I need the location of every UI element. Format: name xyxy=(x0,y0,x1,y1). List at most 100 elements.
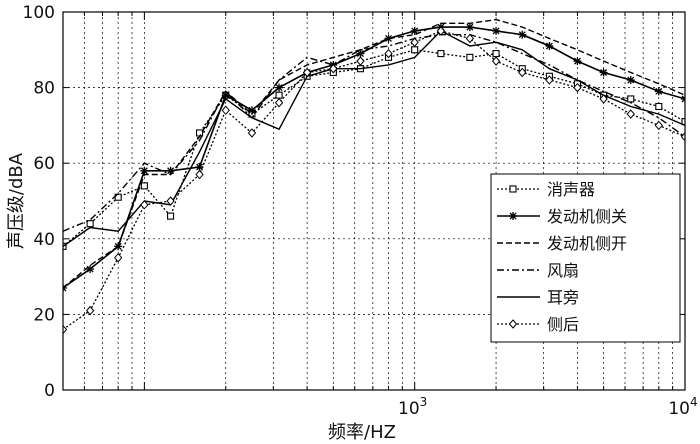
star-stroke xyxy=(655,87,663,95)
data-point xyxy=(411,46,419,54)
data-point xyxy=(356,56,365,66)
data-point xyxy=(465,23,474,32)
star-stroke xyxy=(466,23,474,31)
data-point xyxy=(63,324,68,335)
y-tick-label: 20 xyxy=(33,305,55,325)
data-point xyxy=(436,26,446,36)
legend-label: 发动机侧关 xyxy=(547,207,627,226)
series-layer xyxy=(63,18,685,335)
data-point xyxy=(114,242,123,251)
data-point xyxy=(275,83,284,92)
star-stroke xyxy=(86,265,94,273)
x-tick-label: 103 xyxy=(398,395,427,419)
data-point xyxy=(491,56,501,66)
series-6 xyxy=(63,26,685,335)
data-point xyxy=(681,94,685,103)
legend-label: 发动机侧开 xyxy=(547,234,627,253)
legend-item: 消声器 xyxy=(497,180,595,199)
star-stroke xyxy=(573,57,581,65)
legend-label: 侧后 xyxy=(547,315,579,334)
star-stroke xyxy=(627,76,635,84)
star-stroke xyxy=(492,27,500,35)
data-point xyxy=(573,82,582,93)
data-point xyxy=(545,42,554,51)
data-point xyxy=(140,182,148,190)
legend-marker xyxy=(509,185,517,193)
data-point xyxy=(680,131,685,142)
legend-box xyxy=(490,173,681,343)
x-tick-label: 104 xyxy=(668,395,697,419)
series-line xyxy=(63,18,685,289)
legend-label: 耳旁 xyxy=(547,288,579,307)
series-line xyxy=(63,30,685,331)
star-stroke xyxy=(518,31,526,39)
legend-item: 风扇 xyxy=(497,261,579,280)
y-tick-label: 60 xyxy=(33,154,55,174)
data-point xyxy=(63,242,67,250)
data-point xyxy=(85,305,95,316)
star-stroke xyxy=(385,35,392,42)
y-tick-label: 100 xyxy=(23,3,55,23)
x-tick-exponent: 4 xyxy=(690,395,698,409)
data-point xyxy=(545,75,554,85)
data-point xyxy=(86,265,95,274)
x-tick-base: 10 xyxy=(398,399,420,419)
data-point xyxy=(681,118,685,126)
data-point xyxy=(275,91,283,99)
series-line xyxy=(63,26,685,289)
data-point xyxy=(599,68,608,77)
data-point xyxy=(410,26,419,35)
data-point xyxy=(465,33,475,44)
data-point xyxy=(492,26,501,35)
data-point xyxy=(195,169,204,180)
data-point xyxy=(274,97,284,108)
data-point xyxy=(167,212,175,220)
data-point xyxy=(356,49,365,58)
data-point xyxy=(114,252,123,263)
series-1 xyxy=(63,46,685,250)
legend-marker xyxy=(508,319,518,329)
star-stroke xyxy=(356,50,364,58)
data-point xyxy=(166,196,175,206)
star-stroke xyxy=(681,95,685,100)
data-point xyxy=(627,95,635,103)
star-stroke xyxy=(248,106,256,114)
y-tick-label: 0 xyxy=(44,381,55,401)
star-stroke xyxy=(600,69,608,76)
y-tick-label: 40 xyxy=(33,230,55,250)
legend-marker xyxy=(509,212,517,220)
legend-item: 发动机侧开 xyxy=(497,234,627,253)
data-point xyxy=(247,128,257,138)
data-point xyxy=(655,102,663,111)
plot-frame xyxy=(62,11,686,391)
legend-item: 耳旁 xyxy=(497,288,579,307)
data-point xyxy=(654,120,663,131)
data-point xyxy=(437,50,445,58)
data-point xyxy=(599,94,608,104)
data-point xyxy=(492,50,500,58)
x-axis-title: 频率/HZ xyxy=(328,422,396,443)
data-point xyxy=(626,109,635,119)
legend-item: 发动机侧关 xyxy=(497,207,627,226)
data-point xyxy=(329,63,338,74)
data-point xyxy=(410,37,419,47)
data-point xyxy=(573,57,582,66)
star-stroke xyxy=(681,98,685,103)
data-point xyxy=(140,166,149,175)
legend-item: 侧后 xyxy=(497,315,579,334)
y-tick-label: 80 xyxy=(33,79,55,99)
data-point xyxy=(86,220,94,228)
x-tick-base: 10 xyxy=(668,399,690,419)
star-stroke xyxy=(545,42,553,50)
y-axis-title: 声压级/dBA xyxy=(6,152,27,249)
data-point xyxy=(466,53,474,61)
data-point xyxy=(518,67,527,78)
star-stroke xyxy=(196,163,204,171)
legend-label: 风扇 xyxy=(547,261,579,280)
legend-label: 消声器 xyxy=(547,180,595,199)
x-tick-exponent: 3 xyxy=(420,395,428,409)
data-point xyxy=(140,200,149,210)
data-point xyxy=(654,87,663,96)
